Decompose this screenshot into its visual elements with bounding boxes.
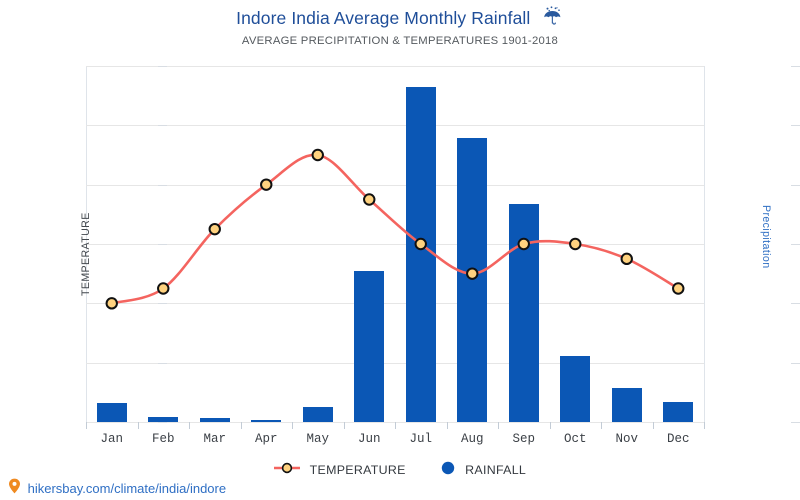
chart-legend: TEMPERATURE RAINFALL <box>0 461 800 478</box>
right-axis-tick-mark <box>791 303 800 305</box>
x-axis-tick-mark <box>498 422 499 429</box>
x-axis-tick-mark <box>601 422 602 429</box>
source-url-text: hikersbay.com/climate/india/indore <box>27 481 227 497</box>
left-axis-tick-mark <box>158 125 167 127</box>
temperature-point-marker[interactable]: Sep 32 °C <box>517 237 530 251</box>
right-axis-tick-mark <box>791 422 800 423</box>
rainfall-bar[interactable] <box>199 418 230 422</box>
rainfall-bar[interactable] <box>560 355 591 422</box>
x-axis-label: Mar <box>203 432 227 446</box>
gridline <box>86 244 704 245</box>
x-axis-tick-mark <box>652 422 654 429</box>
temperature-point-marker[interactable]: Jan 28 °C <box>105 297 118 310</box>
x-axis-label: Dec <box>666 432 690 446</box>
x-axis-tick-mark <box>704 422 705 429</box>
rainfall-bar[interactable] <box>457 138 488 422</box>
left-axis-tick-mark <box>158 244 167 245</box>
temperature-point-marker[interactable]: Dec 29 °C <box>672 282 685 295</box>
gridline <box>86 303 704 305</box>
x-axis-label: May <box>306 432 330 446</box>
gridline <box>86 66 704 67</box>
x-axis-tick-mark <box>395 422 396 429</box>
x-axis-tick-mark <box>189 422 190 429</box>
x-axis-label: Oct <box>563 432 587 446</box>
right-axis-tick-mark <box>791 184 800 186</box>
legend-label-temperature: TEMPERATURE <box>309 462 406 477</box>
temperature-point-marker[interactable]: Mar 33 °C <box>208 222 221 236</box>
temperature-point-marker[interactable]: Nov 31 °C <box>620 252 633 266</box>
right-axis-line <box>704 66 705 422</box>
x-axis-label: Feb <box>151 432 175 446</box>
right-axis-tick-mark <box>791 362 800 364</box>
left-axis-tick-mark <box>158 66 167 67</box>
x-axis-label: Apr <box>254 432 278 446</box>
left-axis-tick-mark <box>158 362 167 364</box>
x-axis-tick-mark <box>343 422 345 429</box>
temperature-point-marker[interactable]: May 38 °C <box>311 148 324 162</box>
rainfall-bar[interactable] <box>354 271 385 422</box>
right-axis-title: Precipitation <box>760 205 772 269</box>
x-axis-tick-mark <box>137 422 139 429</box>
right-axis-tick-mark <box>791 244 800 245</box>
legend-label-rainfall: RAINFALL <box>465 462 527 477</box>
right-axis-tick-mark <box>791 66 800 67</box>
x-axis-tick-mark <box>446 422 448 429</box>
legend-item-temperature[interactable]: TEMPERATURE <box>273 462 406 477</box>
left-axis-tick-mark <box>158 422 167 423</box>
rainfall-bar[interactable] <box>663 401 694 422</box>
legend-item-rainfall[interactable]: RAINFALL <box>441 461 526 478</box>
temperature-point-marker[interactable]: Feb 29 °C <box>157 282 170 295</box>
x-axis-tick-mark <box>240 422 242 429</box>
x-axis-label: Aug <box>460 432 484 446</box>
gridline <box>86 184 704 186</box>
location-pin-icon <box>8 478 21 497</box>
chart-subtitle: AVERAGE PRECIPITATION & TEMPERATURES 190… <box>241 35 559 47</box>
x-axis-label: Nov <box>615 432 639 446</box>
right-axis-tick-mark <box>791 125 800 127</box>
gridline <box>86 125 704 127</box>
temperature-point-marker[interactable]: Oct 32 °C <box>569 237 582 251</box>
rainfall-legend-marker-icon <box>441 461 455 478</box>
left-axis-tick-mark <box>158 303 167 305</box>
temperature-point-marker[interactable]: Aug 30 °C <box>466 267 479 280</box>
x-axis-tick-mark <box>86 422 87 429</box>
temperature-legend-marker-icon <box>273 462 300 477</box>
temperature-line-overlay: Jan 28 °C Feb 29 °C Mar 33 °C Apr 36 °C May … <box>105 148 685 310</box>
plot-area: 20 °C24 °C28 °C32 °C36 °C40 °C44 °C 0 mm… <box>80 66 800 446</box>
rainfall-bar[interactable] <box>148 417 179 422</box>
umbrella-rain-icon <box>542 6 564 31</box>
rainfall-bar[interactable] <box>251 419 282 422</box>
left-axis-tick-mark <box>158 184 167 186</box>
left-axis-title: TEMPERATURE <box>80 212 92 296</box>
title-block: Indore India Average Monthly Rainfall <box>0 6 800 31</box>
source-link[interactable]: hikersbay.com/climate/india/indore <box>8 478 226 497</box>
x-axis-label: Jul <box>409 432 433 446</box>
temperature-point-marker[interactable]: Jun 35 °C <box>363 193 376 206</box>
temperature-point-marker[interactable]: Jul 32 °C <box>414 237 427 251</box>
gridline <box>86 362 704 364</box>
x-axis-tick-mark <box>292 422 293 429</box>
rainfall-bar[interactable] <box>611 387 642 422</box>
x-axis-tick-mark <box>549 422 551 429</box>
x-axis-label: Sep <box>512 432 536 446</box>
rainfall-bar[interactable] <box>302 406 333 422</box>
temperature-point-marker[interactable]: Apr 36 °C <box>260 178 273 191</box>
rainfall-bar[interactable] <box>96 403 127 422</box>
page-title: Indore India Average Monthly Rainfall <box>236 8 531 28</box>
x-axis-label: Jun <box>357 432 381 446</box>
x-axis-label: Jan <box>100 432 124 446</box>
rainfall-bar[interactable] <box>405 87 436 422</box>
